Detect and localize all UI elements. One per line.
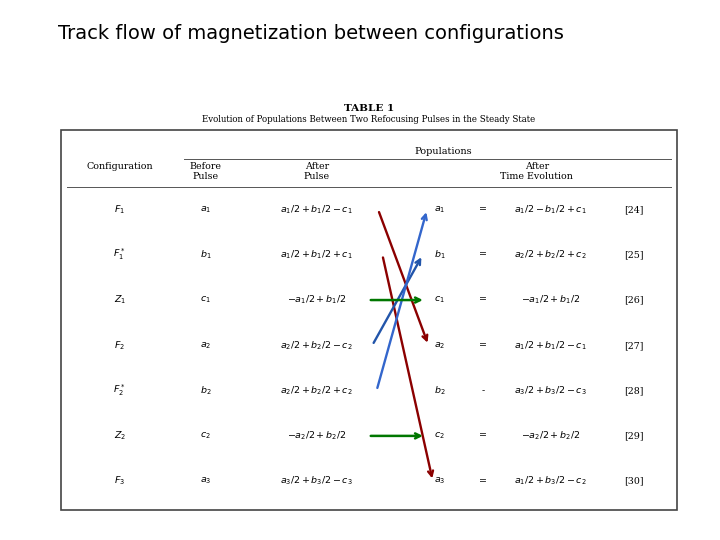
Text: $a_1/2 + b_1/2 + c_1$: $a_1/2 + b_1/2 + c_1$	[280, 248, 353, 261]
Text: [24]: [24]	[624, 205, 644, 214]
Text: $a_3$: $a_3$	[200, 476, 212, 487]
Text: -: -	[481, 386, 485, 395]
Text: $a_1$: $a_1$	[434, 204, 446, 215]
Text: $a_1/2 - b_1/2 + c_1$: $a_1/2 - b_1/2 + c_1$	[514, 203, 587, 216]
Text: Configuration: Configuration	[86, 162, 153, 171]
Text: $a_1/2 + b_1/2 - c_1$: $a_1/2 + b_1/2 - c_1$	[514, 339, 587, 352]
Text: [26]: [26]	[624, 295, 644, 305]
Text: $c_1$: $c_1$	[200, 295, 211, 305]
Text: =: =	[479, 341, 487, 350]
Text: $a_2/2 + b_2/2 + c_2$: $a_2/2 + b_2/2 + c_2$	[514, 248, 587, 261]
Text: $a_3/2 + b_3/2 - c_3$: $a_3/2 + b_3/2 - c_3$	[280, 475, 353, 488]
Text: $a_2/2 + b_2/2 - c_2$: $a_2/2 + b_2/2 - c_2$	[280, 339, 353, 352]
Text: $a_3/2 + b_3/2 - c_3$: $a_3/2 + b_3/2 - c_3$	[514, 384, 587, 397]
Text: $F_1^*$: $F_1^*$	[113, 247, 126, 262]
Text: [28]: [28]	[624, 386, 644, 395]
Text: $a_2$: $a_2$	[434, 340, 446, 350]
Text: Track flow of magnetization between configurations: Track flow of magnetization between conf…	[58, 24, 564, 43]
Text: [29]: [29]	[624, 431, 644, 441]
Text: TABLE 1: TABLE 1	[344, 104, 394, 113]
Text: $a_1/2 + b_3/2 - c_2$: $a_1/2 + b_3/2 - c_2$	[514, 475, 587, 488]
Text: Populations: Populations	[414, 147, 472, 157]
Text: $-a_2/2 + b_2/2$: $-a_2/2 + b_2/2$	[521, 430, 580, 442]
Text: $F_2$: $F_2$	[114, 339, 125, 352]
Text: Before
Pulse: Before Pulse	[190, 162, 222, 181]
Text: $-a_2/2 + b_2/2$: $-a_2/2 + b_2/2$	[287, 430, 346, 442]
Text: $-a_1/2 + b_1/2$: $-a_1/2 + b_1/2$	[521, 294, 580, 306]
Text: =: =	[479, 295, 487, 305]
Text: $b_2$: $b_2$	[200, 384, 212, 397]
Text: $F_2^*$: $F_2^*$	[113, 383, 126, 398]
Text: After
Pulse: After Pulse	[304, 162, 330, 181]
Text: =: =	[479, 477, 487, 485]
Bar	[61, 130, 677, 510]
Text: $a_2$: $a_2$	[200, 340, 212, 350]
Text: $F_1$: $F_1$	[114, 203, 125, 216]
Text: $b_1$: $b_1$	[200, 248, 212, 261]
Text: =: =	[479, 205, 487, 214]
Text: $F_3$: $F_3$	[114, 475, 125, 488]
Text: $a_1$: $a_1$	[200, 204, 212, 215]
Text: $c_2$: $c_2$	[434, 430, 445, 441]
Text: $a_1/2 + b_1/2 - c_1$: $a_1/2 + b_1/2 - c_1$	[280, 203, 353, 216]
Text: $c_2$: $c_2$	[200, 430, 211, 441]
Text: After
Time Evolution: After Time Evolution	[500, 162, 573, 181]
Text: [27]: [27]	[624, 341, 644, 350]
Text: $Z_2$: $Z_2$	[114, 430, 126, 442]
Text: $b_1$: $b_1$	[434, 248, 446, 261]
Text: [30]: [30]	[624, 477, 644, 485]
Text: =: =	[479, 250, 487, 259]
Text: $Z_1$: $Z_1$	[114, 294, 126, 306]
Text: [25]: [25]	[624, 250, 644, 259]
Text: $c_1$: $c_1$	[434, 295, 445, 305]
Text: $-a_1/2 + b_1/2$: $-a_1/2 + b_1/2$	[287, 294, 346, 306]
Text: Evolution of Populations Between Two Refocusing Pulses in the Steady State: Evolution of Populations Between Two Ref…	[202, 115, 536, 124]
Text: =: =	[479, 431, 487, 441]
Text: $b_2$: $b_2$	[434, 384, 446, 397]
Text: $a_3$: $a_3$	[434, 476, 446, 487]
Text: $a_2/2 + b_2/2 + c_2$: $a_2/2 + b_2/2 + c_2$	[280, 384, 353, 397]
